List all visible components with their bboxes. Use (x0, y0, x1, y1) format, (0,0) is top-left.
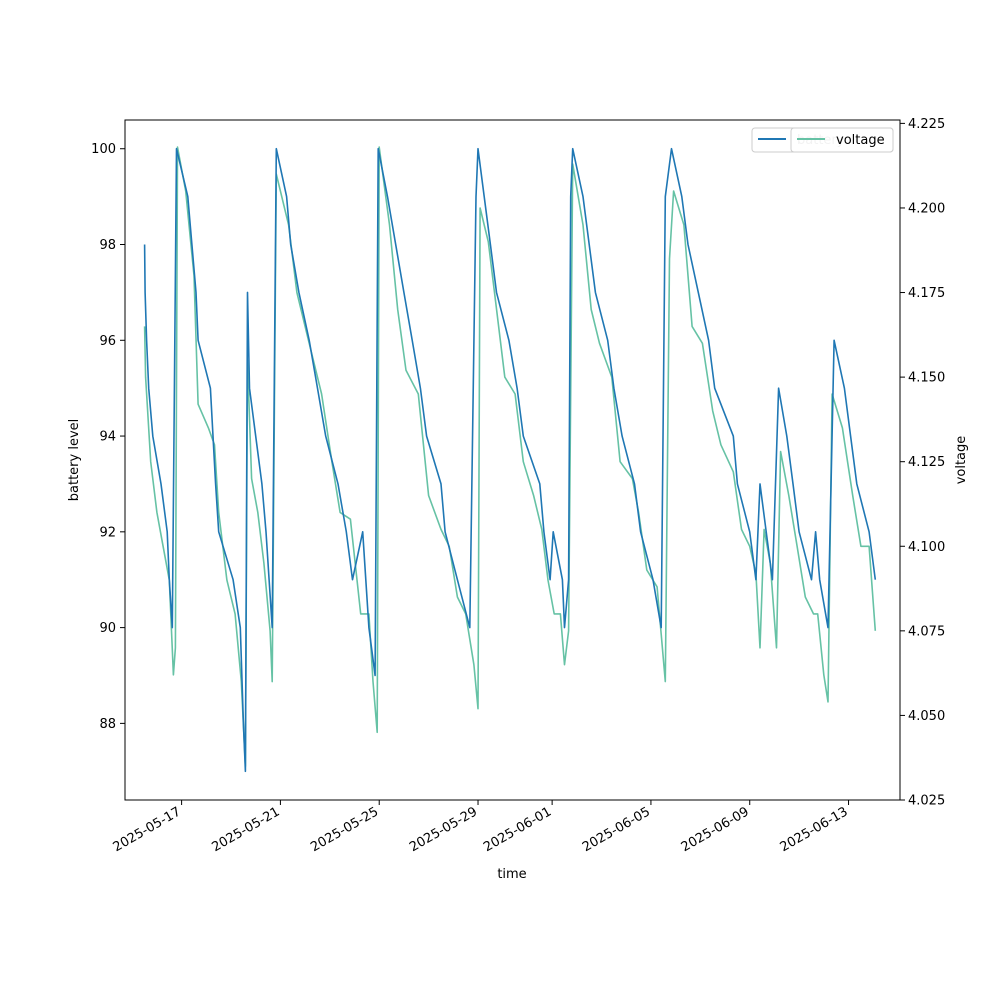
x-axis: 2025-05-17 2025-05-21 2025-05-25 2025-05-29… (111, 800, 851, 855)
left-y-axis: 88 90 92 94 96 98 100 (91, 142, 125, 732)
right-y-axis: 4.025 4.050 4.075 4.100 4.125 4.150 4.175 4.200… (900, 117, 945, 809)
left-y-tick-label-5: 98 (99, 238, 116, 253)
x-tick-label-5: 2025-06-05 (580, 804, 653, 855)
x-tick-label-1: 2025-05-21 (209, 804, 282, 855)
right-y-tick-label-3: 4.100 (908, 540, 945, 555)
right-y-tick-label-2: 4.075 (908, 624, 945, 639)
left-y-tick-label-3: 94 (99, 430, 116, 445)
right-y-tick-label-4: 4.125 (908, 455, 945, 470)
left-y-tick-label-6: 100 (91, 142, 116, 157)
x-tick-label-7: 2025-06-13 (778, 804, 851, 855)
series-line-voltage (143, 146, 877, 767)
x-tick-label-3: 2025-05-29 (407, 804, 480, 855)
right-y-tick-label-1: 4.050 (908, 709, 945, 724)
right-y-tick-label-7: 4.200 (908, 201, 945, 216)
legend: battery voltage (751, 127, 894, 153)
series-voltage (143, 146, 877, 767)
x-tick-label-0: 2025-05-17 (111, 804, 184, 855)
right-y-tick-label-0: 4.025 (908, 794, 945, 809)
series-layer (143, 146, 877, 773)
x-tick-label-6: 2025-06-09 (679, 804, 752, 855)
plot-area (125, 120, 900, 800)
x-axis-label: time (497, 867, 526, 882)
right-y-tick-label-8: 4.225 (908, 117, 945, 132)
left-y-tick-label-4: 96 (99, 334, 116, 349)
legend-box-voltage (790, 127, 894, 153)
left-y-tick-label-0: 88 (99, 717, 116, 732)
right-y-tick-label-5: 4.150 (908, 371, 945, 386)
right-y-tick-label-6: 4.175 (908, 286, 945, 301)
x-tick-label-2: 2025-05-25 (308, 804, 381, 855)
left-y-tick-label-2: 92 (99, 525, 116, 540)
x-tick-label-4: 2025-06-01 (481, 804, 554, 855)
series-battery (143, 147, 877, 773)
left-y-tick-label-1: 90 (99, 621, 116, 636)
legend-voltage-label: voltage (836, 133, 885, 148)
left-y-axis-label: battery level (67, 419, 82, 502)
right-y-axis-label: voltage (954, 436, 969, 485)
plot-frame (124, 119, 901, 801)
